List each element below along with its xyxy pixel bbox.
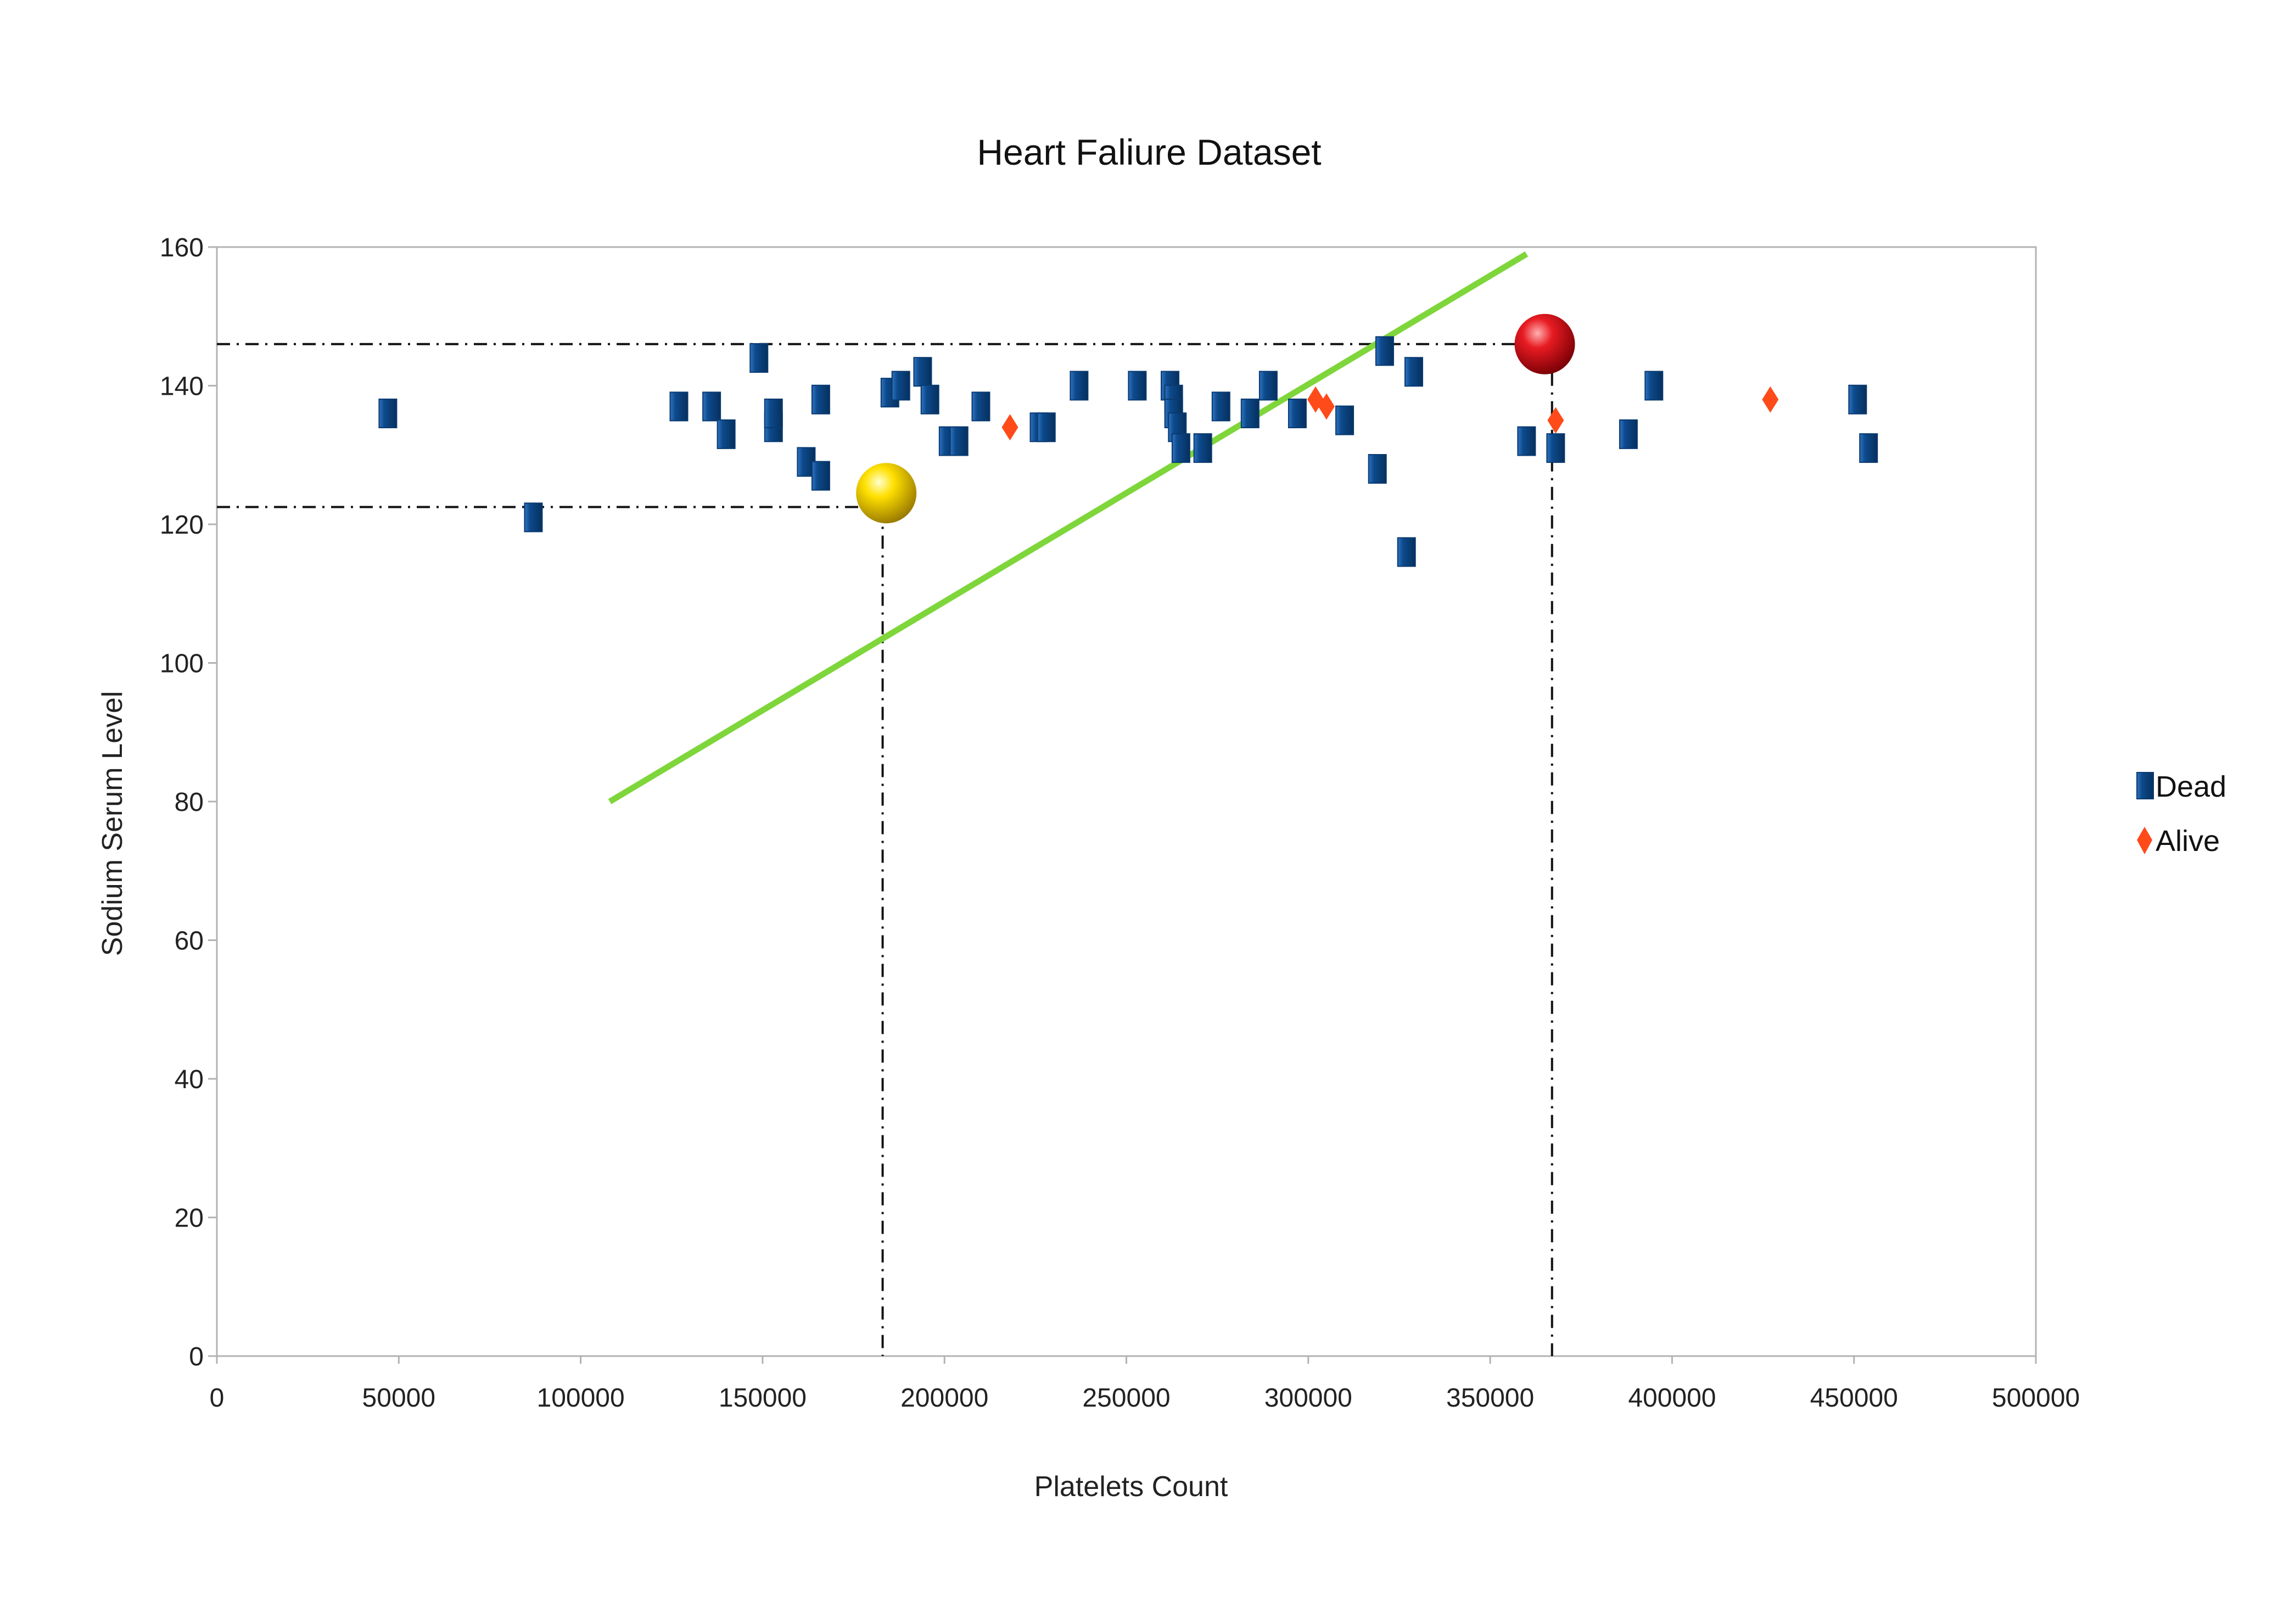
dead-point [1211,391,1230,422]
y-tick-label: 60 [175,927,204,956]
dead-point [1404,357,1423,387]
reference-lines [217,343,1553,1356]
dead-point [1258,371,1278,401]
x-tick-label: 400000 [1628,1384,1716,1413]
data-points [378,336,1878,567]
y-tick-label: 40 [175,1065,204,1094]
dead-point [1397,537,1416,567]
dead-point [811,461,830,491]
y-axis-ticks: 0 20 40 60 80 100 120 140 160 [160,233,217,1371]
dead-point [1644,371,1664,401]
dead-point [949,426,969,456]
dead-point [1517,426,1536,456]
trend-line [608,251,1529,804]
legend-alive-label: Alive [2156,825,2220,858]
dead-point [1193,433,1212,463]
dead-point [891,371,910,401]
x-axis-ticks: 0 50000 100000 150000 200000 250000 300000 3500… [210,1356,2080,1413]
y-tick-label: 20 [175,1204,204,1233]
y-tick-label: 100 [160,649,204,679]
dead-point [1546,433,1565,463]
dead-point [920,384,939,415]
dead-point [1037,412,1056,443]
legend-alive-marker [2137,827,2152,854]
alive-point [1762,386,1779,413]
x-tick-label: 300000 [1264,1384,1352,1413]
legend: Dead Alive [2136,770,2226,858]
dead-point [1375,336,1394,366]
dead-point [717,419,736,449]
red-highlight-point [1514,313,1575,374]
y-tick-label: 120 [160,511,204,540]
dead-point [1288,399,1307,428]
plot-area [216,246,2037,1357]
trend-line-group [608,251,1529,804]
x-tick-label: 50000 [362,1384,435,1413]
dead-point [1848,384,1867,415]
dead-point [1619,419,1638,449]
dead-point [764,399,783,428]
x-tick-label: 0 [210,1384,225,1413]
y-tick-label: 140 [160,372,204,401]
dead-point [1240,399,1260,428]
y-axis-title: Sodium Serum Level [97,691,128,956]
dead-point [971,391,990,422]
x-tick-label: 200000 [900,1384,988,1413]
legend-dead-label: Dead [2156,770,2226,803]
dead-point [749,343,769,373]
x-axis-title: Platelets Count [1034,1471,1228,1503]
dead-point [1335,405,1355,435]
chart-title: Heart Faliure Dataset [977,132,1321,172]
dead-point [524,502,543,533]
dead-point [1171,433,1190,463]
y-tick-label: 80 [175,788,204,817]
x-tick-label: 100000 [537,1384,625,1413]
alive-point [1318,393,1335,420]
dead-point [811,384,830,415]
x-tick-label: 450000 [1810,1384,1898,1413]
dead-point [1368,454,1387,484]
x-tick-label: 250000 [1082,1384,1170,1413]
yellow-highlight-point [856,463,917,524]
highlight-points [856,313,1575,524]
alive-point [1547,407,1564,434]
x-tick-label: 350000 [1446,1384,1534,1413]
legend-dead-marker [2136,772,2154,799]
dead-point [1128,371,1147,401]
dead-point [1070,371,1089,401]
dead-point [1859,433,1878,463]
alive-point [1001,414,1018,441]
dead-point [702,391,721,422]
dead-point [913,357,932,387]
x-tick-label: 500000 [1992,1384,2080,1413]
dead-point [378,399,398,428]
y-tick-label: 0 [189,1342,204,1371]
dead-point [669,391,689,422]
y-tick-label: 160 [160,233,204,262]
x-tick-label: 150000 [719,1384,807,1413]
